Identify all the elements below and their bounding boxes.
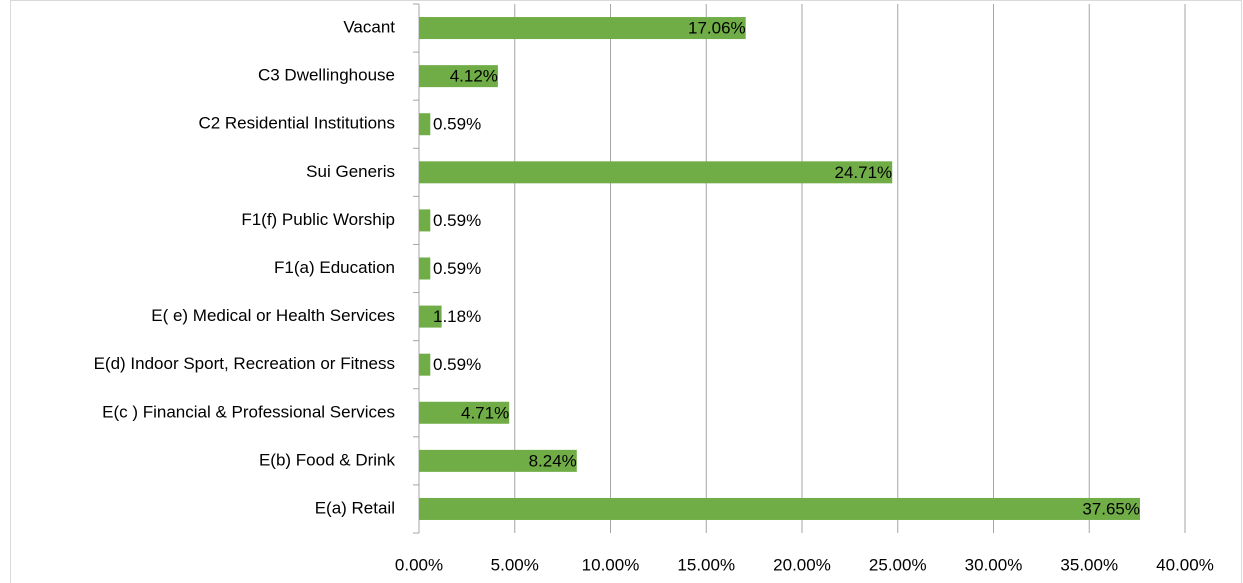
bar [419,17,746,40]
x-tick-label: 10.00% [582,555,640,574]
y-tick-label: E(c ) Financial & Professional Services [102,402,395,421]
data-label: 0.59% [433,115,481,134]
x-tick-label: 20.00% [773,555,831,574]
x-tick-label: 30.00% [965,555,1023,574]
data-label: 4.71% [461,403,509,422]
bar [419,401,510,424]
y-tick-label: Vacant [343,18,395,37]
data-label: 24.71% [835,163,893,182]
bar [419,449,577,472]
bar [419,65,498,88]
y-tick-label: E(a) Retail [315,498,395,517]
x-tick-label: 5.00% [491,555,539,574]
bar [419,353,431,376]
bar [419,257,431,280]
data-label: 8.24% [529,451,577,470]
bar [419,305,442,328]
x-tick-label: 15.00% [677,555,735,574]
bar [419,209,431,232]
data-label: 1.18% [433,307,481,326]
data-label: 0.59% [433,211,481,230]
y-tick-label: C2 Residential Institutions [198,114,395,133]
y-tick-label: C3 Dwellinghouse [258,66,395,85]
data-label: 0.59% [433,355,481,374]
x-tick-label: 25.00% [869,555,927,574]
bar [419,161,893,184]
y-tick-label: Sui Generis [306,162,395,181]
bar [419,113,431,136]
x-tick-label: 0.00% [395,555,443,574]
y-tick-label: E(b) Food & Drink [259,450,396,469]
data-label: 4.12% [450,67,498,86]
y-tick-label: F1(f) Public Worship [241,210,395,229]
chart-border [10,0,1242,583]
x-tick-label: 35.00% [1060,555,1118,574]
bar [419,497,1140,520]
data-label: 37.65% [1082,499,1140,518]
data-label: 0.59% [433,259,481,278]
x-tick-label: 40.00% [1156,555,1214,574]
y-tick-label: E( e) Medical or Health Services [151,306,395,325]
y-tick-label: E(d) Indoor Sport, Recreation or Fitness [94,354,395,373]
data-label: 17.06% [688,19,746,38]
y-tick-label: F1(a) Education [274,258,395,277]
